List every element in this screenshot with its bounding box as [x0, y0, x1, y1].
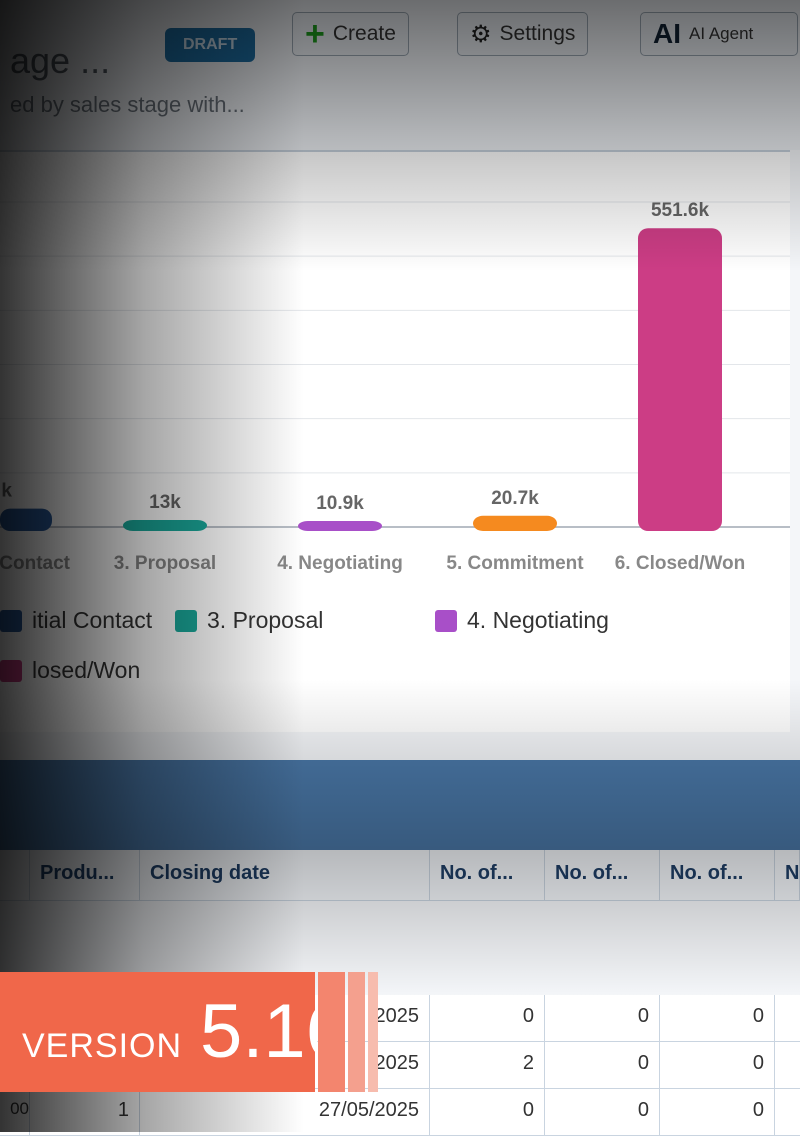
page-subtitle: ed by sales stage with...	[10, 92, 245, 117]
x-tick-label: 3. Proposal	[114, 553, 216, 574]
legend-swatch	[435, 609, 457, 632]
column-header[interactable]: N	[775, 850, 800, 900]
cell: 0	[660, 1042, 775, 1088]
legend-label: 3. Proposal	[207, 607, 324, 633]
column-header[interactable]: No. of...	[430, 850, 545, 900]
data-label: 551.6k	[651, 200, 710, 221]
table-row[interactable]: 00 1 27/05/2025 0 0 0	[0, 1089, 800, 1136]
create-button[interactable]: + Create	[292, 12, 409, 56]
cell: 2	[430, 1042, 545, 1088]
x-tick-label: 5. Commitment	[446, 553, 584, 574]
settings-button[interactable]: ⚙ Settings	[457, 12, 589, 56]
legend-label: 4. Negotiating	[467, 607, 609, 633]
cell: 27/05/2025	[140, 1089, 430, 1135]
ai-agent-label: AI Agent	[689, 24, 754, 43]
legend-item[interactable]: 3. Proposal	[175, 607, 323, 634]
cell: 00	[0, 1089, 30, 1135]
decorative-stripe	[318, 972, 345, 1092]
bar	[298, 521, 382, 531]
decorative-stripe	[348, 972, 365, 1092]
legend-item[interactable]: losed/Won	[0, 657, 140, 684]
cell: 0	[545, 995, 660, 1041]
table-header-band	[0, 760, 800, 850]
version-label: VERSION	[22, 1027, 183, 1065]
version-badge: VERSION 5.16	[0, 972, 348, 1092]
bar	[638, 228, 722, 531]
column-header[interactable]	[0, 850, 30, 900]
status-badge: DRAFT	[165, 28, 256, 62]
cell: 1	[30, 1089, 140, 1135]
legend-swatch	[0, 609, 22, 632]
legend-label: losed/Won	[32, 657, 141, 683]
create-label: Create	[332, 22, 396, 45]
legend-swatch	[0, 659, 22, 682]
data-label: 13k	[149, 492, 181, 513]
x-tick-label: 4. Negotiating	[277, 553, 403, 574]
page-title: age ...	[10, 40, 111, 81]
data-label: 20.7k	[491, 488, 539, 509]
table-columns: Produ... Closing date No. of... No. of..…	[0, 850, 800, 901]
bar	[473, 515, 557, 531]
cell: 0	[545, 1042, 660, 1088]
plus-icon: +	[305, 15, 325, 53]
column-header[interactable]: Produ...	[30, 850, 140, 900]
legend-item[interactable]: 4. Negotiating	[435, 607, 609, 634]
column-header[interactable]: Closing date	[140, 850, 430, 900]
cell: 0	[430, 1089, 545, 1135]
cell: 0	[660, 995, 775, 1041]
column-header[interactable]: No. of...	[545, 850, 660, 900]
bar	[0, 508, 52, 531]
ai-icon: AI	[653, 18, 681, 49]
x-tick-label: Contact	[0, 553, 71, 574]
gear-icon: ⚙	[470, 20, 492, 48]
bar	[123, 519, 207, 531]
cell: 0	[430, 995, 545, 1041]
chart-card: k Contact 13k 3. Proposal 10.9k 4. Negotiatin…	[0, 150, 790, 732]
cell: 0	[545, 1089, 660, 1135]
legend-item[interactable]: itial Contact	[0, 607, 152, 634]
column-header[interactable]: No. of...	[660, 850, 775, 900]
ai-agent-button[interactable]: AI AI Agent	[640, 12, 798, 56]
data-label: 10.9k	[316, 493, 364, 514]
legend-label: itial Contact	[32, 607, 153, 633]
x-tick-label: 6. Closed/Won	[615, 553, 746, 574]
cell: 0	[660, 1089, 775, 1135]
data-label: k	[1, 481, 12, 502]
header: age ... ed by sales stage with... DRAFT …	[0, 0, 800, 150]
bar-chart: k Contact 13k 3. Proposal 10.9k 4. Negotiatin…	[0, 200, 790, 574]
legend-swatch	[175, 609, 197, 632]
settings-label: Settings	[499, 22, 576, 45]
decorative-stripe	[368, 972, 378, 1092]
